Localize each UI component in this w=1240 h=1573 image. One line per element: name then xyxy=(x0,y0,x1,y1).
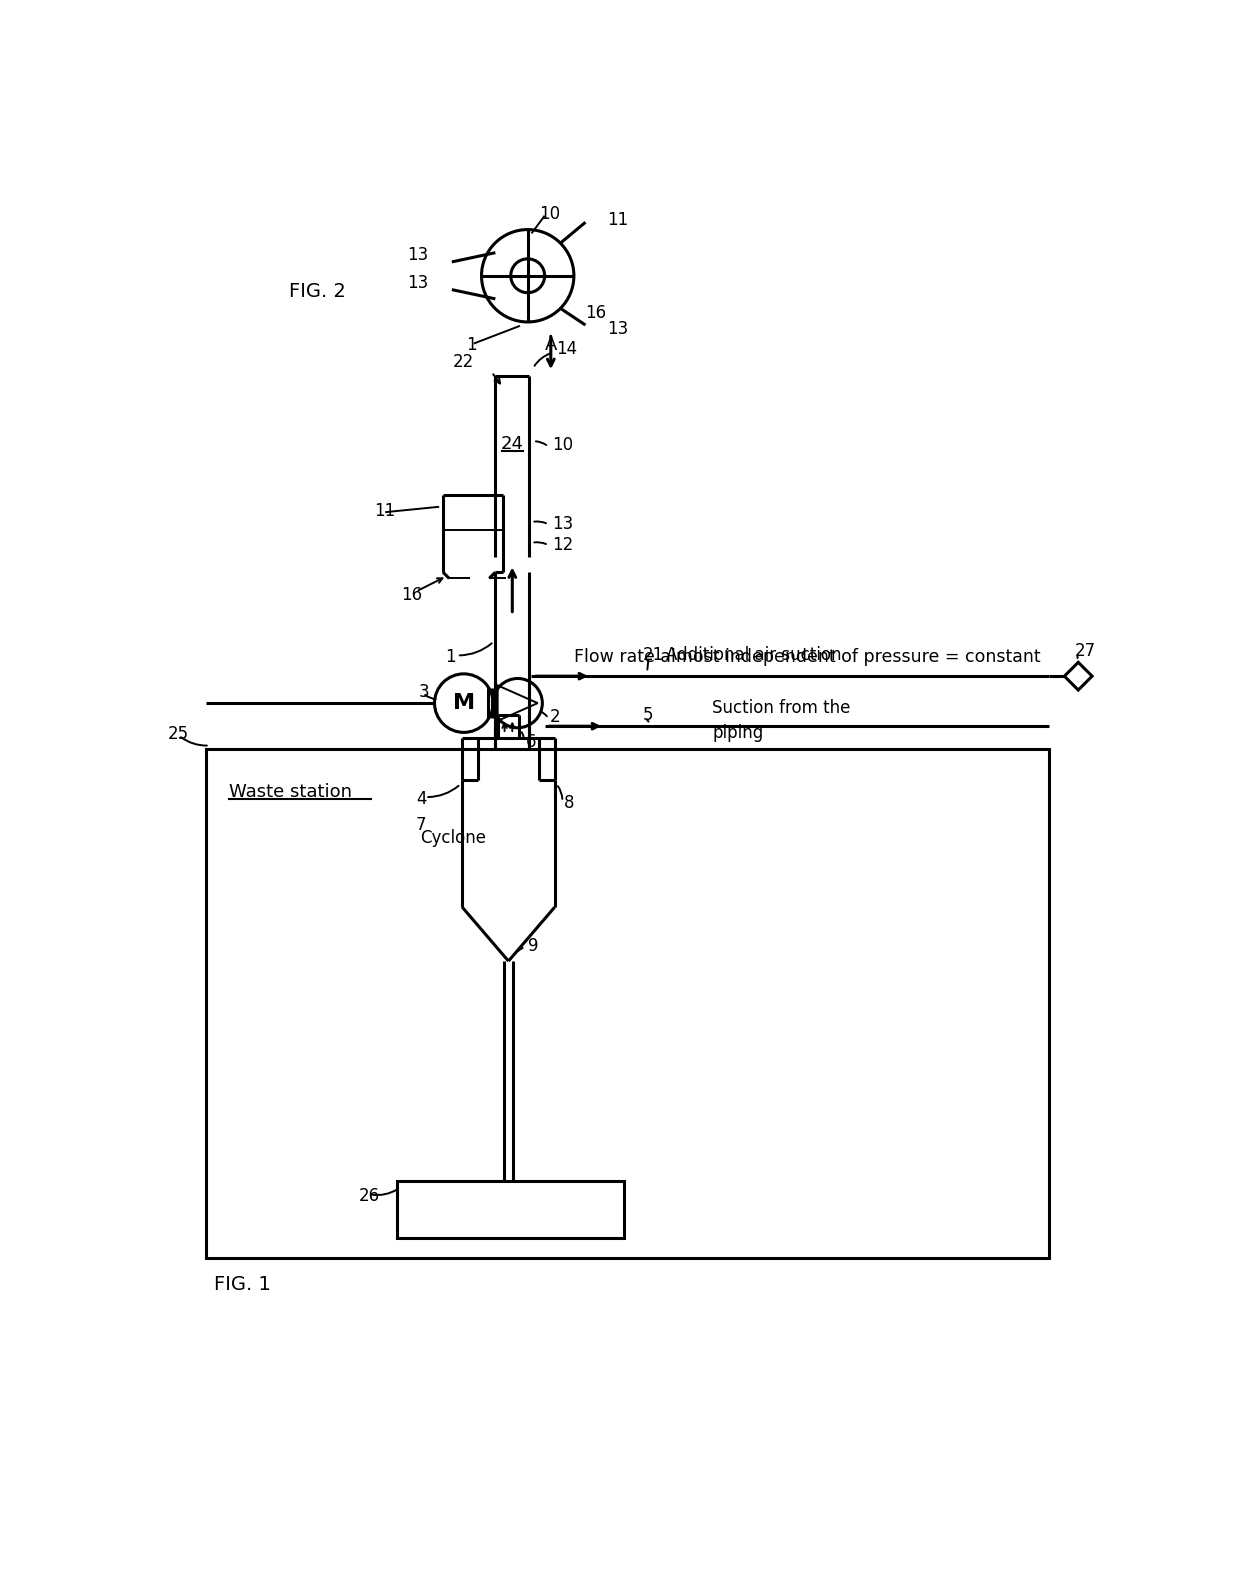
Text: 8: 8 xyxy=(564,794,574,812)
Text: A: A xyxy=(544,337,557,354)
Text: 9: 9 xyxy=(528,936,538,955)
Text: 3: 3 xyxy=(419,683,430,700)
Text: 27: 27 xyxy=(1074,642,1095,659)
Text: Waste station: Waste station xyxy=(229,783,352,801)
Text: 22: 22 xyxy=(453,352,474,371)
Bar xyxy=(397,1180,624,1238)
Text: 26: 26 xyxy=(358,1188,379,1205)
Text: 25: 25 xyxy=(167,725,188,742)
Text: 13: 13 xyxy=(552,516,574,533)
Text: 14: 14 xyxy=(557,340,578,359)
Text: 12: 12 xyxy=(552,536,574,554)
Text: 10: 10 xyxy=(539,204,560,223)
Text: Cyclone: Cyclone xyxy=(420,829,486,846)
Text: 16: 16 xyxy=(401,587,422,604)
Text: 16: 16 xyxy=(585,304,606,322)
Text: 13: 13 xyxy=(608,321,629,338)
Text: 11: 11 xyxy=(608,211,629,230)
Text: Additional air suction: Additional air suction xyxy=(666,645,842,664)
Text: 13: 13 xyxy=(408,274,429,291)
Bar xyxy=(206,749,1049,1257)
Text: 4: 4 xyxy=(417,790,427,809)
Text: M: M xyxy=(453,694,475,713)
Text: FIG. 2: FIG. 2 xyxy=(289,282,346,300)
Text: 6: 6 xyxy=(526,733,536,750)
Text: 10: 10 xyxy=(552,436,573,455)
Text: 21: 21 xyxy=(644,645,665,664)
Text: Suction from the
piping: Suction from the piping xyxy=(713,698,851,741)
Text: 1: 1 xyxy=(466,337,476,354)
Text: Flow rate almost independent of pressure = constant: Flow rate almost independent of pressure… xyxy=(574,648,1040,665)
Text: 1: 1 xyxy=(445,648,456,665)
Text: FIG. 1: FIG. 1 xyxy=(213,1276,270,1295)
Text: 2: 2 xyxy=(551,708,560,727)
Text: 13: 13 xyxy=(408,245,429,264)
Text: 5: 5 xyxy=(644,706,653,724)
Text: 24: 24 xyxy=(501,434,523,453)
Text: 11: 11 xyxy=(373,502,396,519)
Text: 7: 7 xyxy=(417,816,427,834)
